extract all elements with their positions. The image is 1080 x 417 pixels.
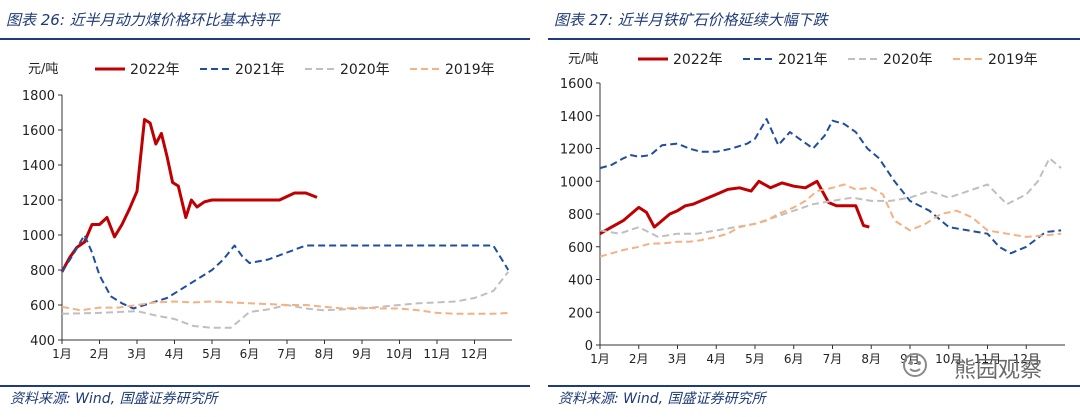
y-axis-label: 元/吨 (568, 52, 598, 67)
right-chart: 0 200 400 600 800 1000 1200 1400 1600 1月 2月 3月 4月 5月 6… (560, 52, 1065, 366)
watermark-text: 熊园观察 (953, 358, 1042, 383)
x-tick-label: 1月 (52, 347, 72, 361)
series-line-1 (60, 118, 318, 273)
y-tick-label: 1200 (22, 194, 55, 209)
x-tick-label: 12月 (1013, 352, 1040, 366)
series-line-2 (61, 234, 510, 310)
x-tick-label: 9月 (352, 347, 372, 361)
series-line-2 (599, 118, 1062, 255)
x-tick-label: 10月 (386, 347, 413, 361)
series-line-4 (61, 300, 509, 315)
x-tick-label: 3月 (127, 347, 147, 361)
series-line-1 (599, 179, 870, 236)
y-tick-label: 800 (30, 264, 55, 279)
right-bottom-rule (548, 385, 1080, 387)
x-tick-label: 4月 (165, 347, 185, 361)
x-tick-label: 7月 (823, 352, 843, 366)
y-tick-label: 800 (568, 208, 593, 223)
x-tick-label: 5月 (745, 352, 765, 366)
y-tick-label: 1600 (560, 77, 593, 92)
y-tick-label: 600 (568, 241, 593, 256)
x-tick-label: 4月 (706, 352, 726, 366)
x-tick-label: 12月 (461, 347, 488, 361)
series-line-3 (599, 157, 1062, 238)
y-tick-label: 400 (30, 334, 55, 349)
legend-label-1: 2022年 (130, 62, 180, 78)
legend-label-3: 2020年 (340, 62, 390, 78)
y-tick-label: 1400 (22, 159, 55, 174)
legend-label-4: 2019年 (988, 52, 1038, 68)
x-tick-label: 10月 (935, 352, 962, 366)
y-axis-label: 元/吨 (28, 62, 58, 77)
right-top-rule (548, 38, 1080, 40)
legend-label-2: 2021年 (778, 52, 828, 68)
legend-label-4: 2019年 (445, 62, 495, 78)
right-chart-title: 图表 27: 近半月铁矿石价格延续大幅下跌 (554, 11, 828, 29)
y-tick-label: 1000 (22, 229, 55, 244)
x-tick-label: 3月 (668, 352, 688, 366)
left-bottom-rule (0, 385, 530, 387)
x-tick-label: 6月 (784, 352, 804, 366)
y-tick-label: 1000 (560, 175, 593, 190)
legend-label-1: 2022年 (673, 52, 723, 68)
left-chart-title: 图表 26: 近半月动力煤价格环比基本持平 (6, 11, 280, 29)
legend-label-2: 2021年 (235, 62, 285, 78)
series-line-4 (599, 183, 1062, 258)
legend-label-3: 2020年 (883, 52, 933, 68)
y-tick-label: 1400 (560, 110, 593, 125)
y-tick-label: 0 (585, 339, 593, 354)
right-source-note: 资料来源: Wind, 国盛证券研究所 (558, 391, 766, 407)
y-tick-label: 200 (568, 306, 593, 321)
x-tick-label: 11月 (974, 352, 1001, 366)
x-tick-label: 1月 (590, 352, 610, 366)
right-chart-panel: 图表 27: 近半月铁矿石价格延续大幅下跌 0 200 400 600 800 1000 1… (548, 0, 1080, 417)
y-tick-label: 1600 (22, 124, 55, 139)
x-tick-label: 7月 (277, 347, 297, 361)
y-tick-label: 400 (568, 274, 593, 289)
left-chart-panel: 图表 26: 近半月动力煤价格环比基本持平 400 600 800 1000 1200 1… (0, 0, 530, 417)
y-tick-label: 1800 (22, 89, 55, 104)
x-tick-label: 6月 (240, 347, 260, 361)
series-line-3 (61, 271, 510, 329)
y-tick-label: 600 (30, 299, 55, 314)
x-tick-label: 5月 (202, 347, 222, 361)
x-tick-label: 8月 (861, 352, 881, 366)
left-source-note: 资料来源: Wind, 国盛证券研究所 (10, 391, 218, 407)
y-tick-label: 1200 (560, 143, 593, 158)
left-chart: 400 600 800 1000 1200 1400 1600 1800 1月 2月 3月 4月 5月 6… (22, 62, 512, 361)
watermark-logo-icon (903, 353, 927, 377)
x-tick-label: 8月 (315, 347, 335, 361)
x-tick-label: 11月 (423, 347, 450, 361)
left-top-rule (0, 38, 530, 40)
x-tick-label: 2月 (90, 347, 110, 361)
x-tick-label: 2月 (629, 352, 649, 366)
